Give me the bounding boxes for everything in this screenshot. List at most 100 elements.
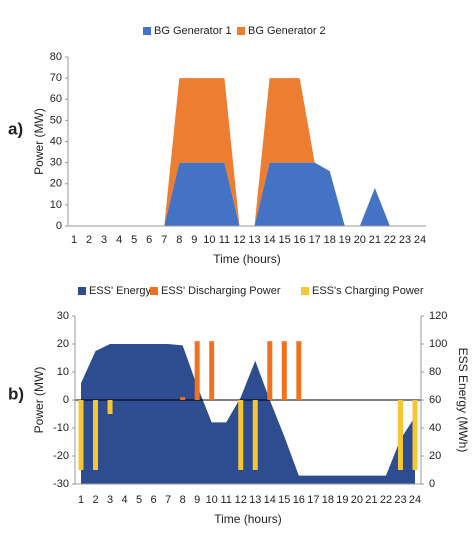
panel-label: a) [8,119,23,138]
x-tick-label: 23 [394,494,406,506]
x-tick-label: 3 [107,494,113,506]
y-tick-label: 30 [57,310,69,322]
x-tick-label: 20 [351,494,363,506]
bar [252,400,258,470]
y-tick-label: 20 [50,178,62,190]
x-tick-label: 12 [233,234,245,246]
x-tick-label: 22 [380,494,392,506]
legend-swatch [301,287,309,295]
bar [397,400,403,470]
x-tick-label: 2 [86,234,92,246]
y-tick-label: -10 [53,422,69,434]
x-tick-label: 17 [309,234,321,246]
x-tick-label: 12 [235,494,247,506]
y-tick-label: 10 [50,199,62,211]
legend-label: ESS' Energy [89,285,152,297]
y-tick-label: 70 [50,72,62,84]
y2-tick-label: 120 [429,310,447,322]
x-tick-label: 6 [151,494,157,506]
bar [180,397,186,400]
y-tick-label: 0 [63,394,69,406]
x-tick-label: 3 [101,234,107,246]
x-tick-label: 11 [221,494,232,506]
bar [412,400,418,470]
x-tick-label: 21 [369,234,381,246]
y-tick-label: 30 [50,157,62,169]
x-tick-label: 11 [219,234,230,246]
x-tick-label: 23 [399,234,411,246]
y-axis-label: Power (MW) [32,367,46,434]
x-tick-label: 4 [116,234,122,246]
y-tick-label: -20 [53,450,69,462]
y-tick-label: 0 [56,220,62,232]
x-tick-label: 24 [414,234,426,246]
x-tick-label: 18 [322,494,334,506]
bar [93,400,99,470]
y2-tick-label: 60 [429,394,441,406]
x-tick-label: 15 [278,494,290,506]
x-axis-label: Time (hours) [214,512,282,526]
y-tick-label: 10 [57,366,69,378]
x-tick-label: 7 [165,494,171,506]
x-tick-label: 5 [131,234,137,246]
x-tick-label: 7 [161,234,167,246]
x-tick-label: 16 [294,234,306,246]
y-axis-label: Power (MW) [32,108,46,175]
legend-swatch [78,287,86,295]
bar [238,400,244,470]
x-tick-label: 15 [278,234,290,246]
x-tick-label: 1 [78,494,84,506]
legend-label: BG Generator 2 [248,25,326,37]
x-tick-label: 10 [206,494,218,506]
x-axis-label: Time (hours) [213,252,281,266]
bar [209,341,215,400]
x-tick-label: 22 [384,234,396,246]
bar [194,341,200,400]
y-tick-label: 20 [57,338,69,350]
y-tick-label: 80 [50,51,62,63]
bar [107,400,113,414]
y-tick-label: 40 [50,135,62,147]
x-tick-label: 14 [263,234,275,246]
x-tick-label: 4 [122,494,128,506]
y-tick-label: 50 [50,114,62,126]
x-tick-label: 8 [180,494,186,506]
x-tick-label: 21 [365,494,377,506]
legend-swatch [237,27,245,35]
x-tick-label: 13 [248,234,260,246]
x-tick-label: 9 [194,494,200,506]
x-tick-label: 19 [336,494,348,506]
legend-label: ESS's Charging Power [312,285,424,297]
legend-label: BG Generator 1 [154,25,232,37]
y2-tick-label: 100 [429,338,447,350]
x-tick-label: 10 [203,234,215,246]
x-tick-label: 19 [339,234,351,246]
x-tick-label: 14 [264,494,276,506]
y2-axis-label: ESS Energy (MWh) [456,348,470,453]
x-tick-label: 5 [136,494,142,506]
bar [78,400,84,470]
y2-tick-label: 40 [429,422,441,434]
y2-tick-label: 0 [429,478,435,490]
panel-label: b) [8,384,24,403]
y2-tick-label: 20 [429,450,441,462]
x-tick-label: 6 [146,234,152,246]
bar [296,341,302,400]
x-tick-label: 18 [324,234,336,246]
x-tick-label: 13 [249,494,261,506]
x-tick-label: 24 [409,494,421,506]
legend-swatch [143,27,151,35]
legend-label: ESS' Discharging Power [161,285,281,297]
x-tick-label: 8 [176,234,182,246]
area [74,162,420,226]
bar [267,341,273,400]
bar [281,341,287,400]
x-tick-label: 9 [191,234,197,246]
y2-tick-label: 80 [429,366,441,378]
legend-swatch [150,287,158,295]
x-tick-label: 2 [92,494,98,506]
x-tick-label: 16 [293,494,305,506]
y-tick-label: 60 [50,93,62,105]
area [74,78,420,226]
